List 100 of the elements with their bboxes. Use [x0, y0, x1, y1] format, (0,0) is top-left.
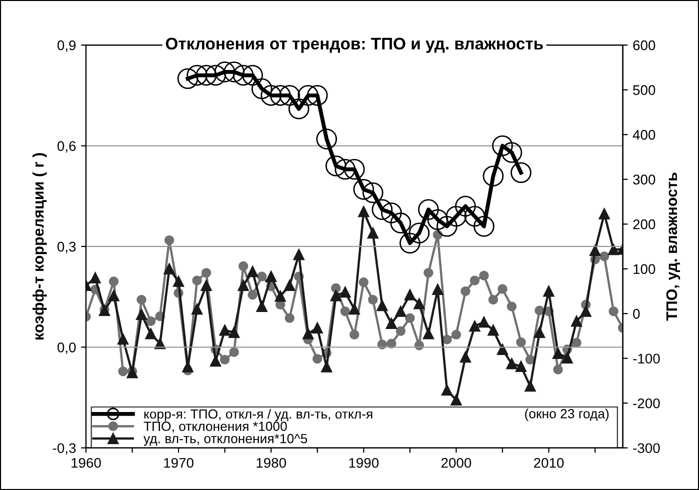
point [260, 85, 282, 106]
point [136, 308, 148, 320]
point [279, 85, 300, 106]
point [479, 270, 489, 280]
y2-tick-label: -200 [633, 398, 660, 408]
y2-tick-label: 400 [632, 130, 656, 140]
point [570, 316, 582, 327]
point [284, 280, 296, 291]
y2-tick-label: 600 [633, 40, 656, 50]
point [418, 199, 439, 220]
point [164, 235, 174, 246]
point [306, 85, 328, 106]
point [455, 196, 476, 217]
point [288, 98, 310, 120]
point [492, 135, 513, 156]
point [414, 298, 425, 310]
point [608, 244, 620, 256]
legend-label: уд. вл-ть, отклонения*10^5 [143, 434, 308, 446]
y2-axis-title: ТПО, уд. влажность [666, 172, 680, 321]
point [90, 272, 101, 284]
point [506, 302, 517, 312]
point [534, 326, 546, 338]
point [408, 222, 430, 244]
legend-label: ТПО, отклонения *1000 [144, 422, 287, 433]
point [344, 158, 365, 180]
point [589, 244, 601, 256]
point [210, 355, 222, 367]
point [482, 166, 504, 186]
point [470, 276, 480, 286]
point [469, 320, 480, 332]
point [238, 280, 249, 291]
point [441, 384, 453, 396]
point [510, 162, 532, 184]
x-tick-label: 1960 [72, 458, 101, 468]
point [350, 330, 360, 340]
point [196, 64, 217, 86]
x-tick-label: 1970 [164, 458, 194, 468]
point [224, 62, 244, 82]
chart-title: Отклонения от трендов: ТПО и уд. влажность [166, 38, 543, 53]
x-tick-label: 1990 [349, 458, 379, 468]
y-axis-title: коэфф-т корреляции ( r ) [32, 153, 47, 340]
point [108, 290, 120, 302]
point [496, 344, 508, 355]
point [543, 286, 554, 297]
point [293, 248, 304, 260]
point [442, 334, 452, 344]
legend-label: корр-я: ТПО, откл-я / уд. вл-ть, откл-я [144, 408, 372, 422]
point [488, 324, 499, 336]
point [200, 280, 212, 291]
y-tick-label: 0,6 [57, 141, 76, 153]
point [251, 78, 272, 100]
point [424, 268, 434, 278]
y2-tick-label: 300 [633, 174, 656, 185]
point [501, 142, 522, 163]
point [340, 286, 351, 298]
point [274, 290, 286, 302]
y2-tick-label: 100 [634, 264, 656, 274]
y-tick-label: -0,3 [52, 443, 76, 455]
point [432, 284, 444, 295]
point [464, 206, 486, 227]
point [478, 316, 490, 328]
point [192, 276, 202, 286]
point [358, 206, 370, 218]
point [146, 316, 156, 326]
point [553, 364, 563, 374]
point [325, 155, 346, 176]
point [572, 338, 582, 348]
point [367, 227, 378, 239]
point [154, 338, 166, 350]
point [516, 337, 526, 348]
point [302, 328, 314, 340]
point [368, 294, 378, 305]
point [266, 270, 277, 282]
point [145, 328, 156, 340]
point [562, 352, 573, 364]
point [451, 330, 462, 340]
point [386, 318, 397, 329]
point [205, 64, 226, 86]
x-tick-label: 2000 [441, 458, 472, 468]
point [376, 300, 388, 312]
point [312, 354, 322, 364]
point [396, 326, 406, 336]
point [316, 128, 338, 150]
point [191, 304, 203, 315]
point [340, 306, 350, 316]
point [405, 313, 415, 323]
point [552, 348, 564, 359]
point [331, 283, 341, 293]
point [334, 158, 356, 180]
point [186, 64, 208, 86]
point [232, 64, 254, 86]
point [400, 232, 420, 254]
point [506, 358, 518, 370]
point [515, 360, 527, 372]
point [422, 328, 434, 340]
point [534, 306, 544, 316]
point [214, 62, 236, 82]
point [201, 268, 212, 278]
y-tick-label: 0,3 [57, 242, 76, 254]
annotation: (окно 23 года) [525, 408, 609, 421]
